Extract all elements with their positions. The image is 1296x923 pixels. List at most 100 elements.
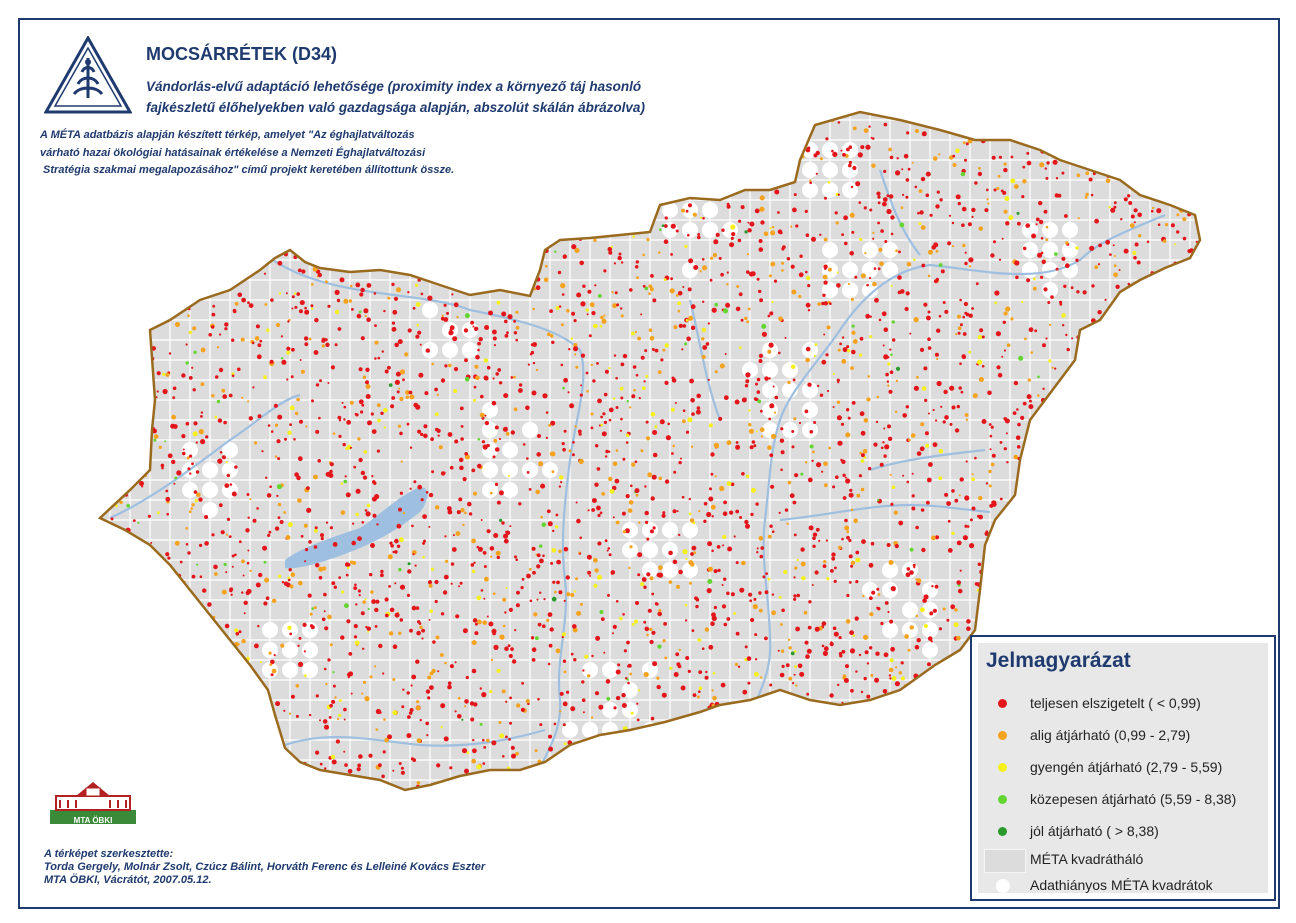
habitat-patch (1097, 263, 1101, 266)
habitat-patch (923, 594, 929, 600)
habitat-patch (619, 616, 623, 621)
habitat-patch (795, 626, 800, 632)
habitat-patch (597, 399, 601, 403)
habitat-patch (746, 320, 749, 324)
habitat-patch (336, 298, 341, 303)
habitat-patch (688, 315, 694, 321)
missing-quadrat-dot (1042, 262, 1058, 278)
habitat-patch (379, 711, 382, 714)
habitat-patch (855, 181, 861, 187)
habitat-patch (638, 521, 641, 524)
habitat-patch (592, 379, 596, 383)
habitat-patch (838, 636, 842, 640)
habitat-patch (486, 529, 491, 534)
habitat-patch (581, 698, 586, 702)
habitat-patch (774, 189, 780, 195)
habitat-patch (187, 467, 191, 471)
habitat-patch (675, 294, 679, 297)
habitat-patch (338, 434, 342, 438)
legend-label: közepesen átjárható (5,59 - 8,38) (1030, 791, 1237, 807)
habitat-patch (805, 302, 811, 308)
habitat-patch (580, 301, 586, 307)
habitat-patch (667, 422, 670, 426)
habitat-patch (596, 467, 601, 471)
habitat-patch (310, 625, 315, 630)
habitat-patch (781, 261, 785, 265)
habitat-patch (675, 229, 679, 233)
habitat-patch (863, 418, 869, 423)
habitat-patch (137, 521, 140, 524)
habitat-patch (948, 214, 952, 217)
habitat-patch (443, 471, 446, 475)
habitat-patch (791, 445, 795, 449)
habitat-patch (576, 292, 582, 298)
habitat-patch (707, 322, 711, 325)
habitat-patch (207, 602, 212, 607)
habitat-patch (440, 726, 443, 729)
missing-quadrat-dot (482, 462, 498, 478)
habitat-patch (373, 292, 377, 295)
habitat-patch (456, 316, 459, 319)
habitat-patch (956, 404, 960, 409)
missing-quadrat-dot (842, 262, 858, 278)
habitat-patch (907, 438, 911, 442)
habitat-patch (217, 458, 223, 464)
habitat-patch (574, 248, 580, 253)
habitat-patch (475, 354, 480, 360)
habitat-patch (971, 207, 976, 213)
habitat-patch (1076, 290, 1080, 294)
habitat-patch (824, 196, 827, 200)
habitat-patch (723, 500, 727, 505)
habitat-patch (799, 671, 805, 677)
habitat-patch (352, 522, 355, 525)
habitat-patch (599, 511, 603, 515)
habitat-patch (805, 270, 808, 274)
habitat-patch (655, 602, 659, 606)
habitat-patch (823, 646, 829, 652)
habitat-patch (832, 151, 838, 157)
habitat-patch (974, 181, 978, 185)
habitat-patch (665, 435, 672, 441)
habitat-patch (684, 619, 688, 622)
habitat-patch (850, 560, 856, 565)
habitat-patch (498, 721, 502, 724)
habitat-patch (374, 607, 379, 613)
habitat-patch (1128, 201, 1133, 205)
habitat-patch (684, 603, 688, 607)
habitat-patch (920, 422, 925, 427)
habitat-patch (476, 764, 482, 770)
habitat-patch (395, 371, 401, 377)
habitat-patch (516, 590, 520, 595)
habitat-patch (283, 581, 289, 586)
habitat-patch (471, 569, 476, 573)
habitat-patch (860, 453, 865, 458)
habitat-patch (353, 586, 358, 590)
habitat-patch (317, 459, 322, 463)
habitat-patch (453, 367, 459, 372)
habitat-patch (852, 165, 857, 171)
habitat-patch (971, 506, 976, 511)
habitat-patch (1109, 253, 1112, 256)
habitat-patch (884, 601, 889, 605)
habitat-patch (608, 553, 612, 557)
habitat-patch (669, 288, 675, 294)
habitat-patch (188, 330, 193, 335)
habitat-patch (506, 331, 509, 335)
habitat-patch (321, 617, 326, 622)
habitat-patch (314, 529, 318, 533)
habitat-patch (334, 696, 337, 699)
legend-item-moderately: közepesen átjárható (5,59 - 8,38) (978, 789, 1268, 813)
habitat-patch (325, 342, 330, 347)
habitat-patch (290, 375, 294, 379)
habitat-patch (678, 460, 682, 465)
habitat-patch (563, 377, 568, 383)
habitat-patch (996, 365, 1001, 370)
habitat-patch (540, 515, 543, 519)
habitat-patch (759, 298, 764, 303)
habitat-patch (863, 206, 867, 210)
habitat-patch (595, 635, 601, 641)
habitat-patch (1043, 287, 1048, 292)
habitat-patch (363, 308, 369, 314)
habitat-patch (484, 414, 487, 417)
habitat-patch (836, 271, 839, 274)
